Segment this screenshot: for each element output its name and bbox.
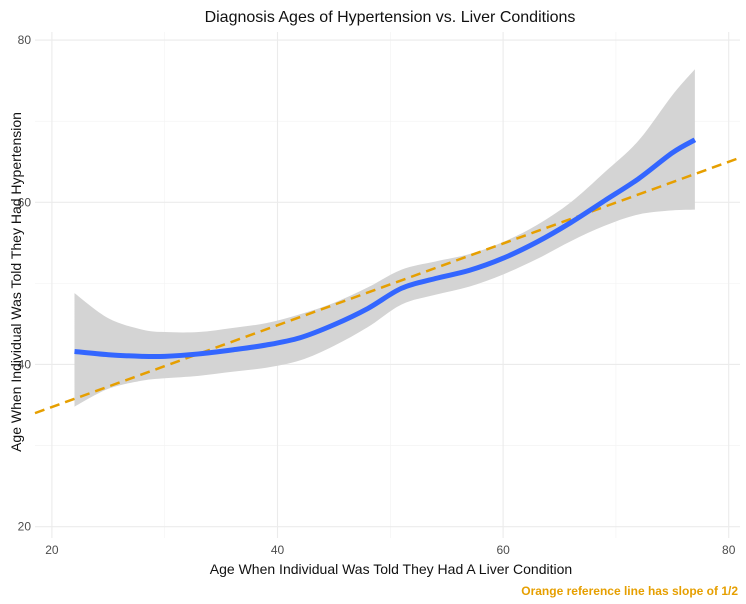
x-axis-title: Age When Individual Was Told They Had A … xyxy=(210,561,572,577)
y-tick-label: 60 xyxy=(18,195,32,209)
y-axis-title: Age When Individual Was Told They Had Hy… xyxy=(8,112,24,452)
x-tick-label: 20 xyxy=(45,543,59,557)
x-tick-label: 40 xyxy=(271,543,285,557)
x-axis-ticks: 20 40 60 80 xyxy=(45,543,735,557)
x-tick-label: 80 xyxy=(722,543,736,557)
y-tick-label: 40 xyxy=(18,357,32,371)
caption: Orange reference line has slope of 1/2 xyxy=(521,584,738,598)
confidence-band xyxy=(74,69,695,407)
chart-title: Diagnosis Ages of Hypertension vs. Liver… xyxy=(205,9,576,26)
y-tick-label: 80 xyxy=(18,33,32,47)
reference-line xyxy=(34,156,741,415)
smooth-trend-line xyxy=(74,137,697,360)
x-tick-label: 60 xyxy=(496,543,510,557)
y-tick-label: 20 xyxy=(18,520,32,534)
y-axis-ticks: 20 40 60 80 xyxy=(18,33,32,534)
